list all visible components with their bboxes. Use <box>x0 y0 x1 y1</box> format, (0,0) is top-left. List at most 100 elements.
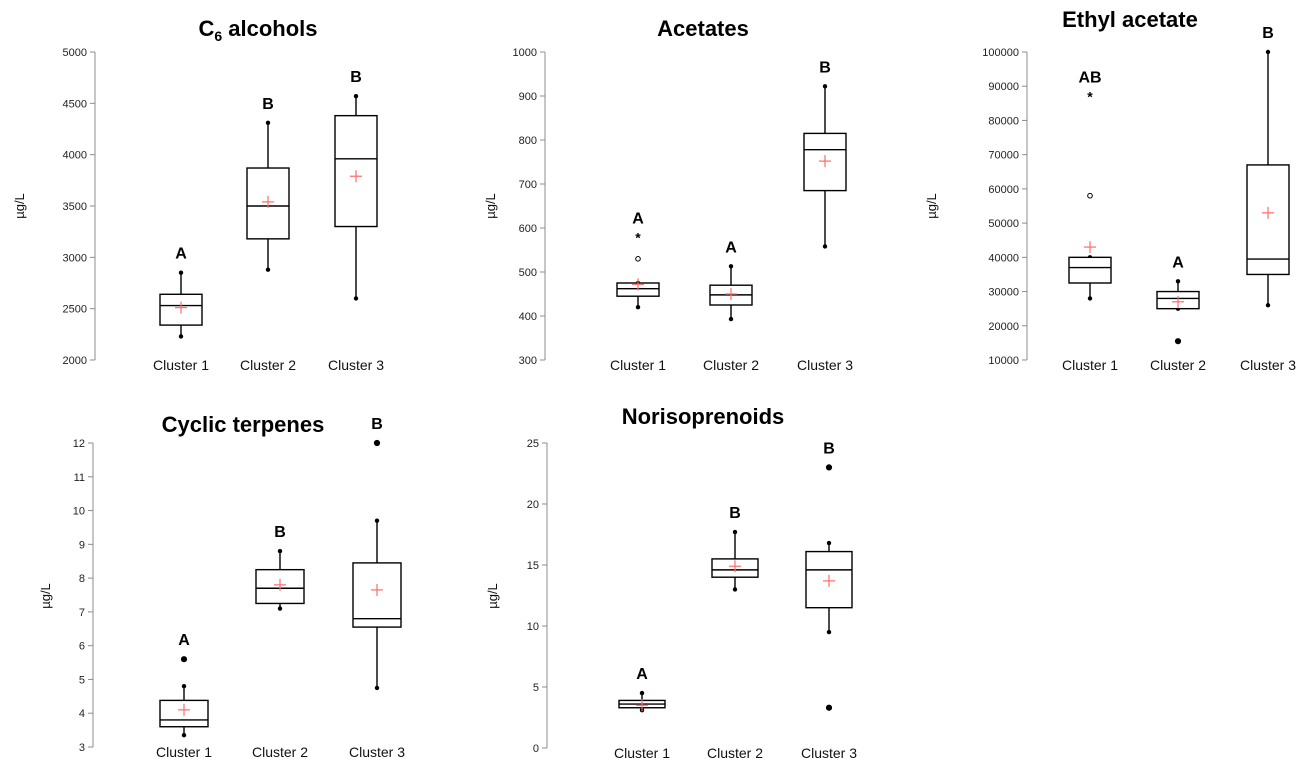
y-tick-label: 30000 <box>988 287 1019 299</box>
y-tick-label: 4 <box>79 708 85 720</box>
category-label: Cluster 3 <box>328 357 384 373</box>
chart-acetates: 300 400 500 600 700 800 900 1000 * A Cluster 1 A Clu… <box>513 47 854 373</box>
significance-letter: B <box>1262 25 1274 42</box>
chart-cyclic-terpenes: 3 4 5 6 7 8 9 10 11 12 A Cluster 1 B Cluster 2 B Cluste… <box>73 416 405 760</box>
significance-letter: A <box>725 239 737 256</box>
whisker-cap-min <box>277 606 283 611</box>
y-tick-label: 900 <box>519 91 537 103</box>
box-cluster-1: A Cluster 1 <box>156 632 212 760</box>
whisker-cap-max <box>353 93 359 99</box>
category-label: Cluster 2 <box>240 357 296 373</box>
y-tick-label: 0 <box>533 743 539 755</box>
y-tick-label: 12 <box>73 438 85 450</box>
whisker-cap-min <box>178 334 184 339</box>
y-tick-label: 25 <box>527 438 539 450</box>
outlier-point <box>1174 338 1182 345</box>
whisker-cap-min <box>181 732 187 738</box>
whisker-cap-min <box>728 316 734 322</box>
y-tick-label: 20000 <box>988 321 1019 333</box>
box-cluster-2: A Cluster 2 <box>1150 254 1206 373</box>
y-tick-label: 60000 <box>988 184 1019 196</box>
significance-letter: B <box>262 96 274 113</box>
box-cluster-2: B Cluster 2 <box>252 524 308 760</box>
outlier-point <box>180 656 188 663</box>
y-tick-label: 600 <box>519 223 537 235</box>
outlier-point <box>373 439 381 447</box>
category-label: Cluster 2 <box>1150 357 1206 373</box>
outlier-point <box>1087 192 1093 199</box>
significance-letter: A <box>632 211 644 228</box>
box-cluster-3: B Cluster 3 <box>801 440 857 761</box>
y-tick-label: 400 <box>519 311 537 323</box>
extreme-point: * <box>1087 88 1093 104</box>
box-cluster-2: B Cluster 2 <box>707 505 763 761</box>
y-tick-label: 2500 <box>63 304 87 316</box>
outlier-point <box>825 464 833 471</box>
y-axis-label-norisoprenoids: µg/L <box>485 583 500 609</box>
significance-letter: A <box>175 246 187 263</box>
box-cluster-1: * AB Cluster 1 <box>1062 69 1118 373</box>
y-tick-label: 15 <box>527 560 539 572</box>
whisker-cap-min <box>826 629 832 635</box>
y-tick-label: 3500 <box>63 201 87 213</box>
whisker-cap-min <box>732 587 738 592</box>
box-cluster-3: B Cluster 3 <box>1240 25 1296 373</box>
category-label: Cluster 1 <box>1062 357 1118 373</box>
significance-letter: A <box>1172 254 1184 271</box>
y-tick-label: 6 <box>79 641 85 653</box>
y-tick-label: 90000 <box>988 81 1019 93</box>
y-tick-label: 8 <box>79 573 85 585</box>
chart-title-acetates: Acetates <box>657 16 749 41</box>
category-label: Cluster 3 <box>1240 357 1296 373</box>
chart-ethyl-acetate: 10000 20000 30000 40000 50000 60000 70000 80000… <box>982 25 1296 373</box>
significance-letter: B <box>274 524 286 541</box>
category-label: Cluster 3 <box>349 744 405 760</box>
whisker-cap-max <box>1265 49 1271 55</box>
y-tick-label: 4000 <box>63 150 87 162</box>
box-cluster-2: A Cluster 2 <box>703 239 759 373</box>
whisker-cap-max <box>374 518 380 523</box>
box-cluster-1: A Cluster 1 <box>614 666 670 761</box>
category-label: Cluster 2 <box>252 744 308 760</box>
y-tick-label: 800 <box>519 135 537 147</box>
whisker-cap-max <box>265 120 271 126</box>
category-label: Cluster 1 <box>614 745 670 761</box>
whisker-cap-min <box>374 685 380 691</box>
whisker-cap-max <box>178 270 184 275</box>
outlier-point <box>635 256 641 262</box>
whisker-cap-min <box>353 296 359 301</box>
significance-letter: B <box>350 69 362 86</box>
y-tick-label: 500 <box>519 267 537 279</box>
whisker-cap-min <box>635 305 641 310</box>
y-tick-label: 9 <box>79 539 85 551</box>
y-tick-label: 10000 <box>988 355 1019 367</box>
y-tick-label: 300 <box>519 355 537 367</box>
whisker-cap-max <box>639 690 645 696</box>
y-tick-label: 40000 <box>988 252 1019 264</box>
extreme-point: * <box>635 230 641 246</box>
y-tick-label: 2000 <box>63 355 87 367</box>
y-tick-label: 80000 <box>988 115 1019 127</box>
whisker-cap-min <box>822 244 828 249</box>
category-label: Cluster 1 <box>153 357 209 373</box>
box-cluster-3: B Cluster 3 <box>797 59 853 373</box>
y-tick-label: 7 <box>79 607 85 619</box>
y-tick-label: 70000 <box>988 150 1019 162</box>
category-label: Cluster 3 <box>801 745 857 761</box>
box-iqr <box>1246 164 1290 276</box>
box-cluster-2: B Cluster 2 <box>240 96 296 373</box>
y-tick-label: 100000 <box>982 47 1019 59</box>
significance-letter: AB <box>1078 69 1101 86</box>
y-axis-label-acetates: µg/L <box>483 193 498 219</box>
whisker-cap-max <box>826 540 832 546</box>
y-tick-label: 20 <box>527 499 539 511</box>
y-tick-label: 1000 <box>513 47 537 59</box>
box-cluster-3: B Cluster 3 <box>349 416 405 760</box>
y-tick-label: 5 <box>533 682 539 694</box>
whisker-cap-max <box>728 264 734 269</box>
whisker-cap-min <box>1265 303 1271 308</box>
outlier-point <box>825 704 833 711</box>
whisker-cap-min <box>265 267 271 272</box>
chart-title-c6-alcohols: C6 alcohols <box>198 16 317 44</box>
